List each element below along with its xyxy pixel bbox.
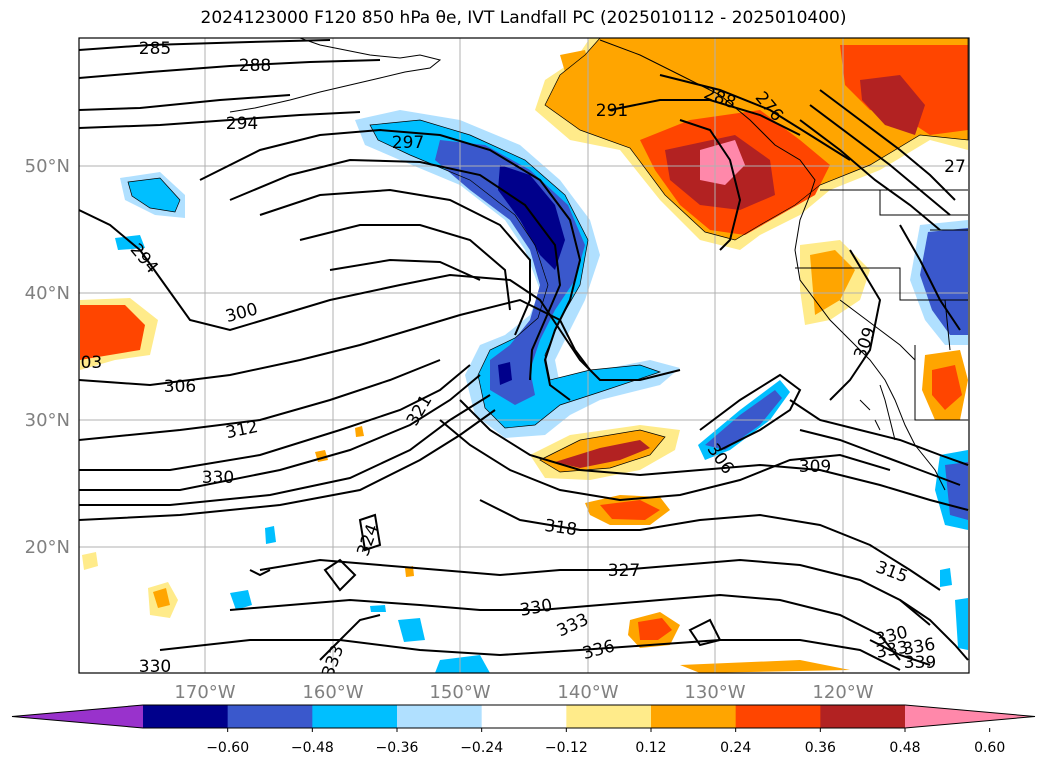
colorbar-swatch — [481, 705, 567, 728]
colorbar-swatch — [397, 705, 483, 728]
colorbar-tick-label: −0.24 — [460, 740, 503, 756]
colorbar-tick-label: 0.24 — [720, 740, 751, 756]
colorbar-swatch — [735, 705, 821, 728]
contour-label: 339 — [904, 653, 936, 673]
colorbar-tick-label: 0.12 — [635, 740, 666, 756]
colorbar-tick-label: 0.36 — [805, 740, 836, 756]
colorbar-swatch — [820, 705, 906, 728]
contour-label: 330 — [202, 468, 234, 488]
contour-label: 306 — [164, 377, 196, 397]
lon-label: 150°W — [429, 682, 490, 703]
lon-label: 130°W — [684, 682, 745, 703]
latitude-labels: 50°N 40°N 30°N 20°N — [25, 156, 70, 558]
theta-e-contours — [79, 39, 969, 671]
contour-label: 27 — [944, 157, 966, 177]
contour-label: 297 — [392, 133, 424, 153]
colorbar-tick-label: 0.60 — [974, 740, 1005, 756]
lat-label: 50°N — [25, 156, 70, 177]
lon-label: 120°W — [812, 682, 873, 703]
contour-label: 285 — [139, 39, 171, 59]
contour-label: 309 — [799, 457, 831, 477]
colorbar-extend-high — [905, 705, 1035, 728]
contour-label: 330 — [139, 657, 171, 677]
lon-label: 170°W — [174, 682, 235, 703]
contour-label: 327 — [608, 561, 640, 581]
colorbar-swatch — [143, 705, 229, 728]
lon-label: 140°W — [557, 682, 618, 703]
positive-anomaly-gulf-of-alaska — [535, 38, 968, 250]
contour-label: 291 — [596, 101, 628, 121]
longitude-labels: 170°W 160°W 150°W 140°W 130°W 120°W — [174, 682, 873, 703]
colorbar-tick-label: −0.36 — [376, 740, 419, 756]
colorbar-swatch — [566, 705, 652, 728]
contour-label: 318 — [543, 516, 578, 540]
colorbar-swatch — [227, 705, 313, 728]
contour-label: 294 — [226, 114, 258, 134]
colorbar-tick-label: −0.12 — [545, 740, 588, 756]
colorbar-extend-low — [12, 705, 143, 728]
colorbar-tick-label: −0.60 — [206, 740, 249, 756]
shading-outlines — [127, 38, 969, 473]
negative-anomaly-band — [115, 110, 968, 673]
lon-label: 160°W — [302, 682, 363, 703]
contour-label: 288 — [239, 56, 271, 76]
map-panel: 285 288 294 297 291 294 300 306 303 312 … — [70, 38, 969, 677]
positive-anomaly-subtropical — [80, 240, 968, 673]
lat-label: 40°N — [25, 283, 70, 304]
colorbar-tick-label: 0.48 — [889, 740, 920, 756]
lat-label: 30°N — [25, 410, 70, 431]
lat-label: 20°N — [25, 537, 70, 558]
map-title: 2024123000 F120 850 hPa θe, IVT Landfall… — [200, 8, 847, 28]
colorbar-outline — [11, 704, 1036, 729]
colorbar: −0.60 −0.48 −0.36 −0.24 −0.12 0.12 0.24 0.36 0.4… — [11, 704, 1036, 756]
coastlines — [229, 38, 968, 491]
map-frame — [78, 37, 970, 674]
colorbar-swatch — [651, 705, 737, 728]
colorbar-swatch — [312, 705, 398, 728]
contour-label: 303 — [70, 353, 102, 373]
colorbar-tick-label: −0.48 — [291, 740, 334, 756]
